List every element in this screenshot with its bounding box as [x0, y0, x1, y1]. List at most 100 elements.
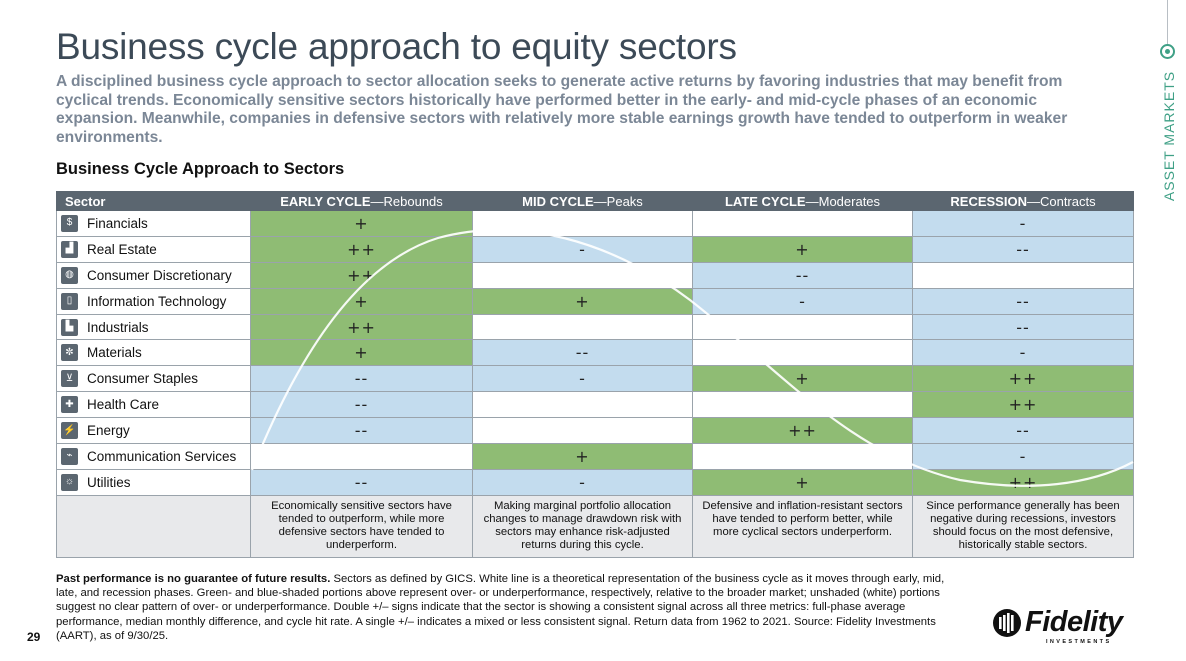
signal-cell: +: [693, 236, 913, 263]
signal-cell: --: [473, 340, 693, 367]
sidebar-section-dot-icon[interactable]: [1160, 44, 1175, 59]
sidebar-section-label[interactable]: ASSET MARKETS: [1161, 70, 1177, 202]
signal-cell: -: [473, 366, 693, 393]
sector-row-label: ⌁ Communication Services: [56, 444, 251, 470]
signal-cell: +: [473, 288, 693, 315]
footnote: Past performance is no guarantee of futu…: [56, 572, 968, 643]
sector-name: Energy: [87, 423, 130, 439]
phase-name: LATE CYCLE: [724, 193, 806, 209]
sector-row-label: ✚ Health Care: [56, 392, 251, 419]
signal-cell: [693, 444, 913, 470]
signal-cell: --: [693, 262, 913, 289]
signal-cell: -: [913, 340, 1134, 367]
signal-cell: [473, 262, 693, 289]
bank-note-icon: $: [61, 214, 78, 232]
sector-name: Utilities: [87, 474, 131, 490]
fidelity-logo: Fidelity INVESTMENTS: [992, 606, 1123, 645]
sector-row-label: ☼ Utilities: [56, 469, 251, 496]
signal-cell: +: [473, 444, 693, 470]
phase-summary-note: Making marginal portfolio allocation cha…: [473, 495, 693, 558]
fidelity-logo-subtext: INVESTMENTS: [1046, 639, 1112, 645]
sector-name: Consumer Discretionary: [87, 267, 232, 283]
column-header-phase: RECESSION — Contracts: [913, 191, 1134, 211]
page-subtitle: A disciplined business cycle approach to…: [56, 73, 1068, 146]
page-title: Business cycle approach to equity sector…: [56, 26, 737, 67]
light-bulb-icon: ☼: [61, 473, 78, 491]
signal-cell: --: [251, 366, 473, 393]
column-header-phase: EARLY CYCLE — Rebounds: [251, 191, 473, 211]
fidelity-logo-mark-icon: [993, 608, 1021, 637]
phase-name: EARLY CYCLE: [280, 193, 371, 209]
signal-cell: --: [251, 392, 473, 419]
signal-cell: -: [693, 288, 913, 315]
signal-cell: +: [251, 340, 473, 367]
signal-cell: +: [251, 211, 473, 237]
phase-summary-note: Economically sensitive sectors have tend…: [251, 495, 473, 558]
footnote-disclaimer: Past performance is no guarantee of futu…: [56, 573, 331, 585]
health-care-icon: ✚: [61, 396, 78, 414]
signal-cell: +: [693, 366, 913, 393]
signal-cell: [473, 314, 693, 341]
fidelity-logo-wordmark: Fidelity: [1025, 606, 1123, 638]
sector-row-label: ⊻ Consumer Staples: [56, 366, 251, 393]
section-heading: Business Cycle Approach to Sectors: [56, 160, 345, 178]
signal-cell: [693, 392, 913, 419]
signal-cell: [693, 340, 913, 367]
sector-name: Financials: [87, 215, 148, 231]
phase-description: Contracts: [1039, 193, 1096, 209]
sidebar-divider: [1167, 0, 1168, 48]
signal-cell: ++: [913, 392, 1134, 419]
signal-cell: -: [473, 469, 693, 496]
signal-cell: --: [913, 314, 1134, 341]
sector-row-label: ◍ Consumer Discretionary: [56, 262, 251, 289]
signal-cell: -: [913, 211, 1134, 237]
sector-name: Health Care: [87, 397, 160, 413]
antenna-icon: ⌁: [61, 447, 78, 465]
phase-summary-note: Since performance generally has been neg…: [913, 495, 1134, 558]
sector-row-label: ▯ Information Technology: [56, 288, 251, 315]
phase-separator: —: [805, 193, 819, 209]
sector-name: Industrials: [87, 319, 149, 335]
buildings-icon: ▟: [61, 240, 78, 258]
phase-summary-note: Defensive and inflation-resistant sector…: [693, 495, 913, 558]
signal-cell: --: [251, 418, 473, 445]
signal-cell: [473, 211, 693, 237]
signal-cell: ++: [251, 314, 473, 341]
signal-cell: -: [913, 444, 1134, 470]
sector-row-label: $ Financials: [56, 211, 251, 237]
signal-cell: [693, 314, 913, 341]
signal-cell: --: [913, 418, 1134, 445]
shopping-cart-icon: ⊻: [61, 370, 78, 388]
phase-separator: —: [370, 193, 384, 209]
signal-cell: ++: [693, 418, 913, 445]
business-cycle-sector-table: Sector EARLY CYCLE — Rebounds MID CYCLE — Peak…: [56, 191, 1134, 558]
mobile-device-icon: ▯: [61, 292, 78, 310]
phase-separator: —: [593, 193, 607, 209]
sector-name: Consumer Staples: [87, 371, 199, 387]
column-header-sector: Sector: [56, 191, 251, 211]
signal-cell: [473, 418, 693, 445]
phase-separator: —: [1026, 193, 1040, 209]
signal-cell: ++: [913, 366, 1134, 393]
sector-name: Real Estate: [87, 241, 157, 257]
phase-description: Moderates: [818, 193, 881, 209]
sector-name: Materials: [87, 345, 142, 361]
signal-cell: +: [693, 469, 913, 496]
sector-name: Communication Services: [87, 448, 237, 464]
signal-cell: [473, 392, 693, 419]
signal-cell: --: [913, 236, 1134, 263]
factory-icon: ▙: [61, 318, 78, 336]
signal-cell: +: [251, 288, 473, 315]
phase-name: RECESSION: [950, 193, 1027, 209]
signal-cell: --: [251, 469, 473, 496]
sector-name: Information Technology: [87, 293, 227, 309]
signal-cell: [251, 444, 473, 470]
sector-row-label: ✼ Materials: [56, 340, 251, 367]
signal-cell: --: [913, 288, 1134, 315]
oil-rig-icon: ⚡: [61, 422, 78, 440]
signal-cell: ++: [913, 469, 1134, 496]
signal-cell: ++: [251, 262, 473, 289]
signal-cell: -: [473, 236, 693, 263]
page-number: 29: [27, 630, 41, 644]
sector-row-label: ▙ Industrials: [56, 314, 251, 341]
